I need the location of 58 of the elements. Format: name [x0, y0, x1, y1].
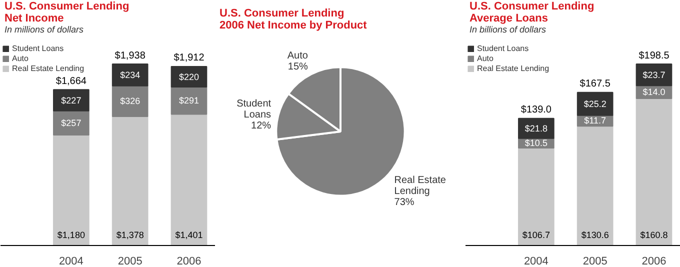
bar: [112, 116, 148, 246]
bar: [53, 134, 90, 246]
data-label: $234: [120, 70, 140, 80]
x-tick-label: 2005: [118, 256, 142, 267]
chart-title: U.S. Consumer Lending 2006 Net Income by Product: [220, 8, 368, 32]
legend-label: Real Estate Lending: [12, 64, 84, 73]
bar: [170, 114, 208, 246]
bar: [112, 64, 148, 86]
bar: [576, 92, 614, 116]
x-tick-label: 2006: [642, 256, 666, 267]
data-label: $220: [178, 72, 200, 82]
chart-title: U.S. Consumer Lending Average Loans: [470, 0, 594, 24]
slice-label: Student Loans: [236, 98, 272, 121]
bar: [518, 118, 554, 139]
bar: [53, 89, 90, 112]
data-label: $1,378: [116, 230, 144, 240]
data-label: $257: [61, 118, 82, 128]
chart-subtitle: In billions of dollars: [470, 24, 547, 34]
data-label: 73%: [394, 197, 414, 208]
bar: [636, 98, 672, 246]
total-label: $139.0: [520, 104, 552, 116]
data-label: 12%: [251, 120, 272, 132]
data-label: $326: [120, 96, 140, 106]
slice-label: Real Estate Lending: [394, 175, 446, 198]
data-label: $11.7: [584, 116, 606, 126]
data-label: $25.2: [584, 98, 606, 109]
bar: [518, 147, 554, 246]
data-label: $291: [178, 96, 200, 106]
bar: [576, 126, 614, 246]
total-label: $1,664: [56, 76, 87, 87]
x-tick-label: 2004: [524, 256, 548, 267]
data-label: 15%: [288, 62, 308, 73]
data-label: $23.7: [642, 70, 666, 80]
data-label: $227: [61, 95, 82, 106]
data-label: $1,401: [175, 230, 203, 240]
chart-title: U.S. Consumer Lending Net Income: [4, 0, 130, 24]
legend-label: Auto: [12, 54, 30, 63]
x-tick-label: 2004: [58, 256, 84, 267]
total-label: $198.5: [638, 50, 670, 62]
chart-subtitle: In millions of dollars: [4, 24, 84, 34]
x-tick-label: 2005: [582, 256, 608, 267]
slice-label: Auto: [287, 50, 308, 62]
data-label: $130.6: [581, 230, 609, 240]
bar: [112, 85, 148, 117]
legend-label: Student Loans: [477, 44, 529, 53]
legend-label: Auto: [477, 54, 494, 63]
data-label: $10.5: [524, 138, 548, 148]
total-label: $1,912: [174, 52, 205, 64]
legend-label: Real Estate Lending: [477, 64, 550, 73]
data-label: $106.7: [522, 230, 550, 240]
data-label: $14.0: [642, 87, 666, 98]
x-tick-label: 2006: [176, 256, 202, 267]
data-label: $1,180: [57, 230, 85, 240]
data-label: $160.8: [640, 230, 668, 240]
total-label: $1,938: [114, 50, 146, 62]
total-label: $167.5: [580, 78, 611, 90]
legend-label: Student Loans: [12, 44, 64, 53]
data-label: $21.8: [524, 123, 548, 134]
